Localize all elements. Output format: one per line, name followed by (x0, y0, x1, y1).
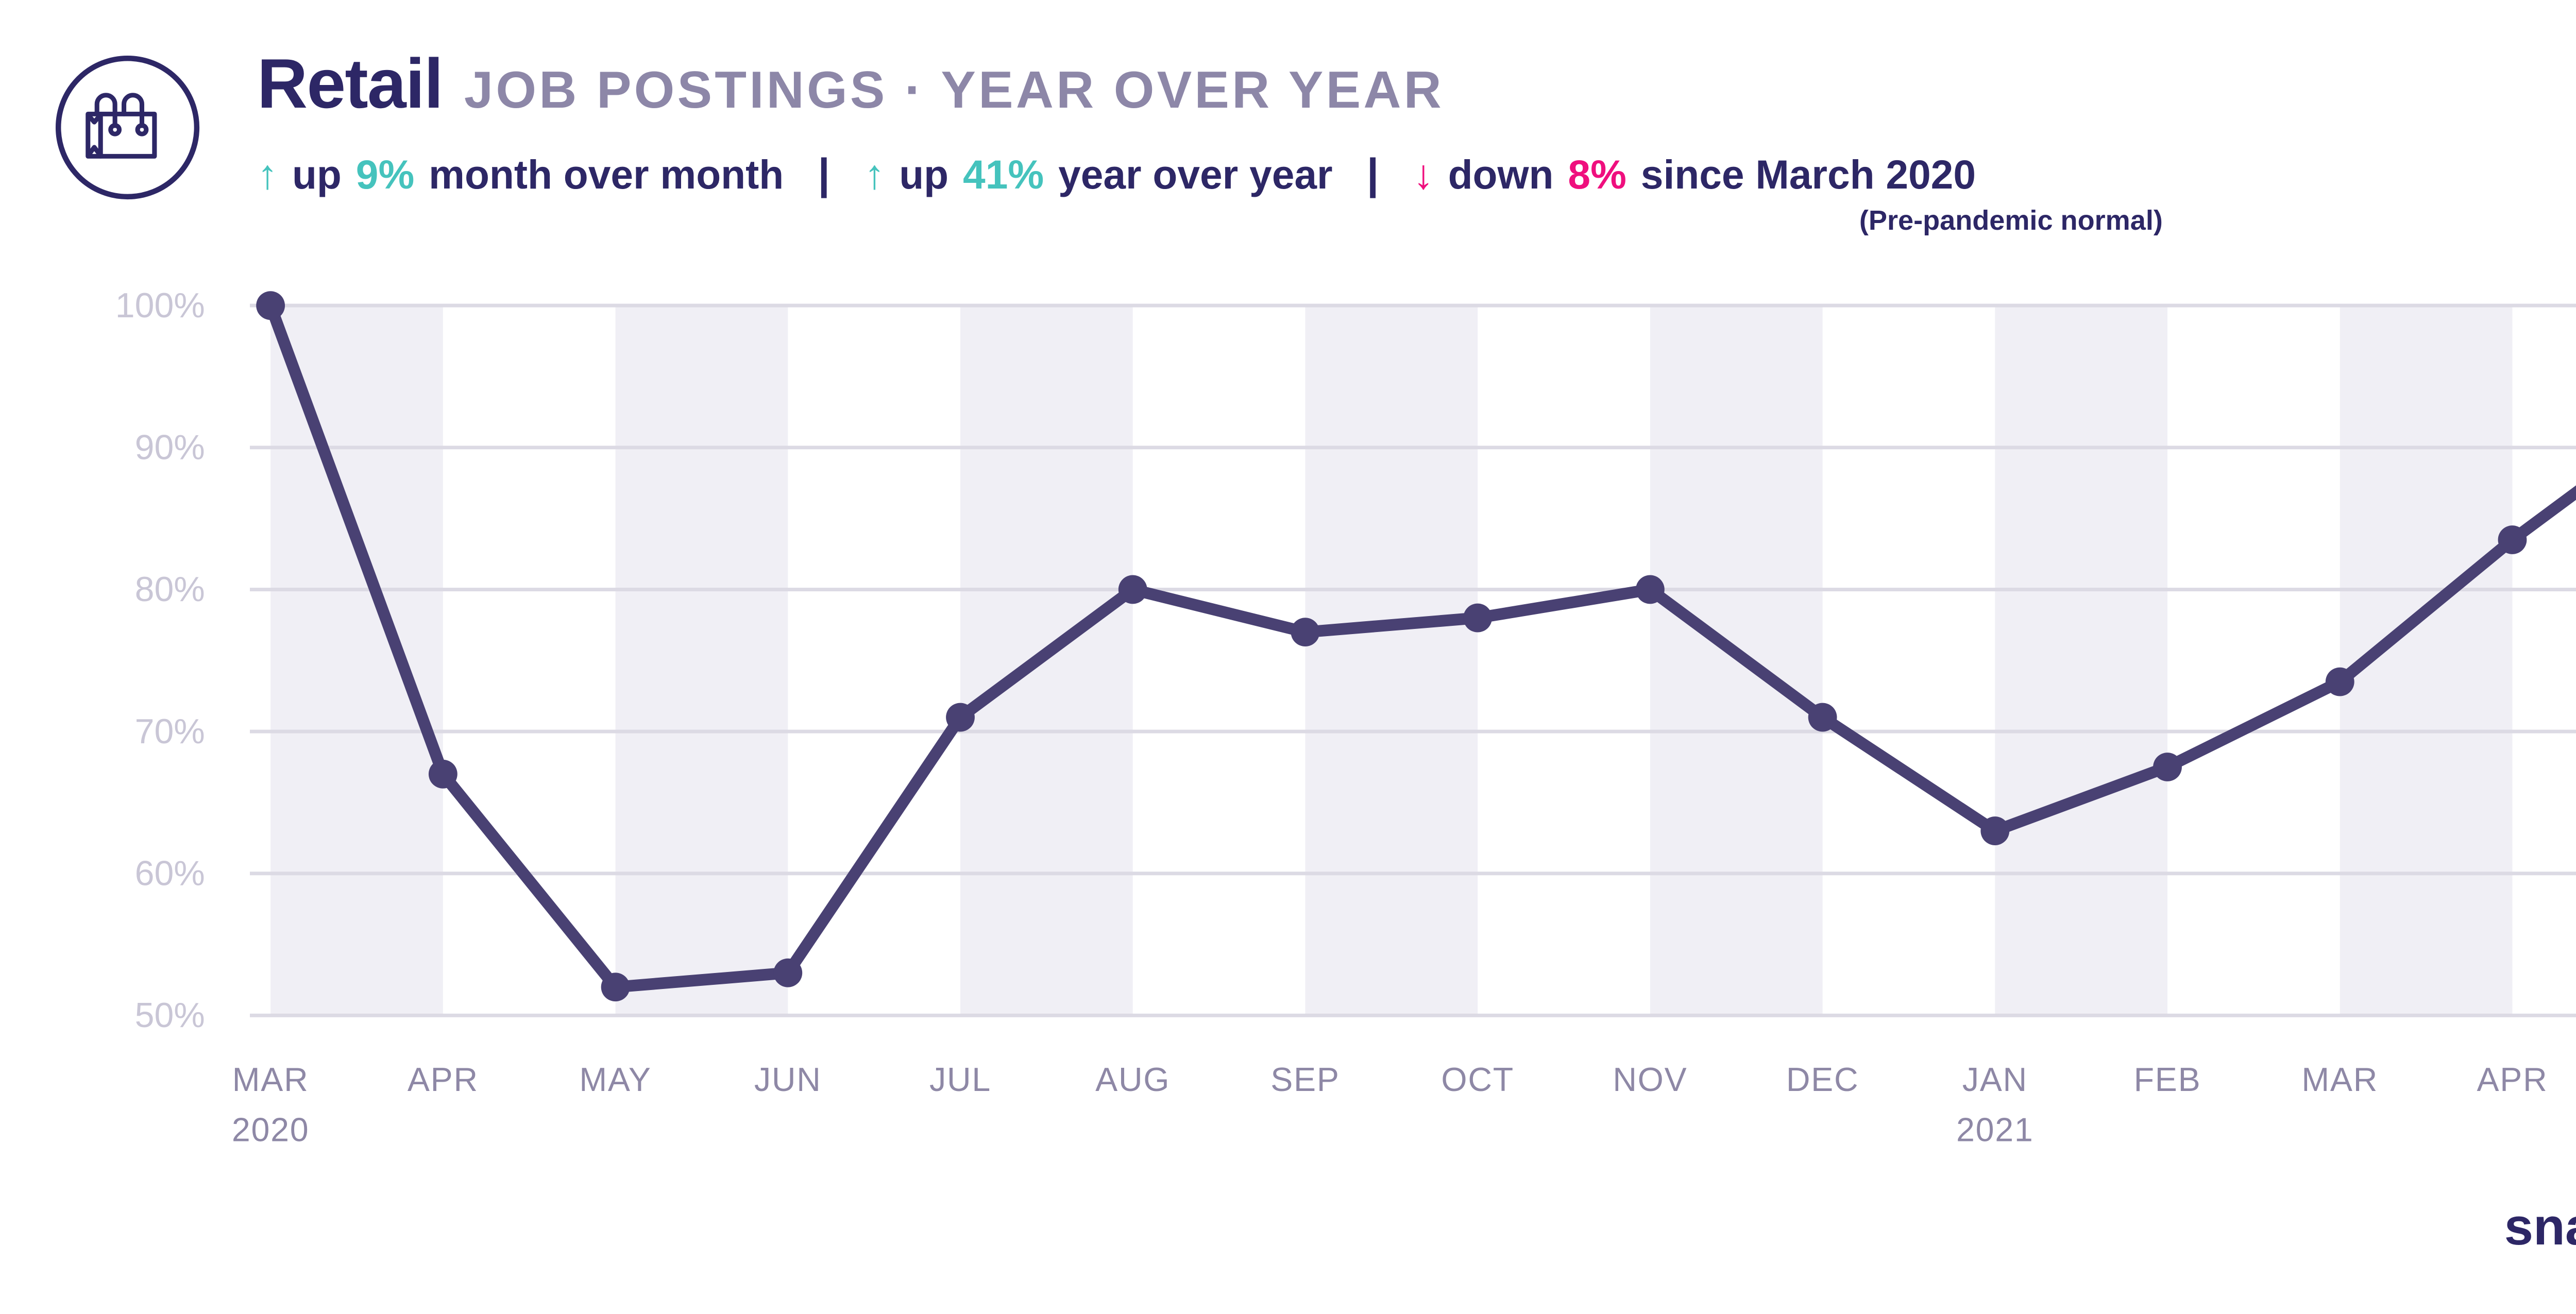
stats-row: ↑ up 9% month over month | ↑ up 41% year… (257, 149, 2163, 236)
stat-suffix: month over month (429, 151, 784, 197)
x-tick-label: MAR (232, 1061, 309, 1098)
header: Retail JOB POSTINGS · YEAR OVER YEAR ↑ u… (257, 43, 2163, 236)
y-tick-label: 60% (135, 854, 205, 893)
up-arrow-icon: ↑ (257, 151, 278, 198)
stat-year-over-year: ↑ up 41% year over year (864, 151, 1332, 199)
month-stripe (1995, 305, 2168, 1016)
data-point (1980, 816, 2010, 845)
stat-since-march-2020: ↓ down 8% since March 2020 (Pre-pandemic… (1413, 151, 2163, 236)
pre-pandemic-note: (Pre-pandemic normal) (1859, 205, 2163, 236)
data-point (256, 291, 285, 320)
data-point (2153, 753, 2182, 781)
data-point (946, 703, 975, 732)
stat-suffix: since March 2020 (1640, 151, 1976, 197)
data-point (1635, 575, 1665, 604)
x-tick-label: NOV (1613, 1061, 1687, 1098)
x-tick-label: OCT (1441, 1061, 1514, 1098)
x-tick-label: APR (408, 1061, 479, 1098)
stat-prefix: up (292, 151, 342, 197)
x-tick-label: SEP (1270, 1061, 1340, 1098)
stat-month-over-month: ↑ up 9% month over month (257, 151, 784, 199)
shopping-bag-icon (56, 56, 200, 200)
data-point (1463, 603, 1493, 633)
x-tick-label: APR (2477, 1061, 2548, 1098)
y-tick-label: 90% (135, 428, 205, 467)
x-tick-label: JUN (754, 1061, 822, 1098)
data-point (1118, 575, 1147, 604)
y-tick-label: 50% (135, 996, 205, 1035)
stat-divider: | (1366, 149, 1379, 198)
up-arrow-icon: ↑ (864, 151, 885, 198)
stat-divider: | (818, 149, 830, 198)
x-tick-label: JAN (1962, 1061, 2028, 1098)
stat-value: 9% (355, 151, 415, 197)
data-point (2325, 667, 2354, 696)
data-point (1291, 618, 1320, 647)
stat-prefix: up (899, 151, 949, 197)
y-tick-label: 70% (135, 712, 205, 751)
retail-category-badge (52, 52, 203, 203)
stat-value: 41% (963, 151, 1044, 197)
month-stripe (270, 305, 443, 1016)
snagajob-logo: snagajob® (2504, 1197, 2576, 1257)
month-stripe (1305, 305, 1478, 1016)
x-tick-label: FEB (2134, 1061, 2201, 1098)
y-tick-label: 80% (135, 570, 205, 609)
title-row: Retail JOB POSTINGS · YEAR OVER YEAR (257, 43, 1976, 124)
x-tick-label: DEC (1786, 1061, 1859, 1098)
stat-prefix: down (1448, 151, 1554, 197)
x-tick-year-label: 2021 (1956, 1112, 2034, 1149)
month-stripe (615, 305, 788, 1016)
down-arrow-icon: ↓ (1413, 151, 1434, 198)
data-point (601, 972, 630, 1002)
data-point (1808, 703, 1837, 732)
x-tick-label: JUL (929, 1061, 991, 1098)
x-tick-label: MAR (2301, 1061, 2378, 1098)
data-point (2498, 525, 2527, 554)
y-tick-label: 100% (115, 286, 205, 325)
data-point (428, 759, 457, 789)
page-title: Retail (257, 44, 444, 123)
stat-value: 8% (1568, 151, 1626, 197)
logo-text: snagajob (2504, 1197, 2576, 1256)
x-tick-label: AUG (1095, 1061, 1170, 1098)
stat-suffix: year over year (1058, 151, 1333, 197)
x-tick-year-label: 2020 (232, 1112, 310, 1149)
data-point (773, 958, 803, 987)
x-tick-label: MAY (579, 1061, 651, 1098)
page-subtitle: JOB POSTINGS · YEAR OVER YEAR (464, 60, 1444, 119)
